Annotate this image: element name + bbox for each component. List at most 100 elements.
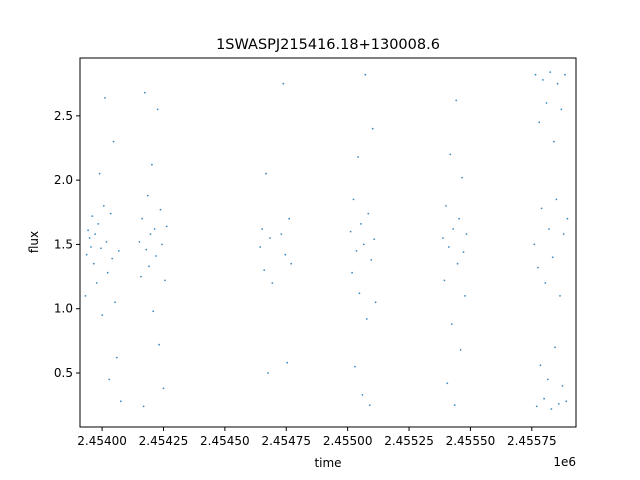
data-point [105,241,108,243]
data-point [538,121,541,124]
data-point [115,356,118,359]
data-point [362,243,365,246]
axes [79,57,577,428]
data-point [145,248,148,251]
data-point [564,73,566,76]
data-point [269,237,271,239]
data-point [548,228,550,230]
data-point [100,247,102,250]
data-point [162,387,165,390]
data-point [114,301,116,304]
data-point [141,217,144,220]
x-axis-label: time [314,456,341,470]
data-point [543,397,545,400]
data-point [551,256,554,259]
y-tick-label: 2.0 [54,173,73,187]
data-point [368,404,371,406]
x-tick-label: 2.45450 [200,434,250,448]
x-tick-label: 2.45400 [77,434,127,448]
y-tick-label: 1.0 [54,302,73,316]
data-point [261,228,264,230]
data-point [462,251,465,254]
data-point [101,314,104,316]
chart-title: 1SWASPJ215416.18+130008.6 [216,37,440,53]
data-point [112,140,115,143]
data-point [284,253,287,256]
plot-frame [79,57,577,428]
data-point [561,385,564,387]
data-point [374,301,377,304]
x-tick-label: 2.45550 [446,434,496,448]
data-point [355,250,358,252]
x-tick-label: 2.45500 [323,434,373,448]
data-point [164,279,166,282]
data-point [550,408,553,410]
data-point [156,108,159,111]
data-point [566,217,569,220]
data-point [161,243,163,246]
data-point [453,404,456,406]
data-point [102,205,105,207]
data-point [562,233,565,236]
data-point [108,378,111,381]
data-point [559,295,561,297]
data-point [91,215,94,218]
data-point [554,346,556,349]
data-point [352,198,355,201]
y-axis-ticks: 0.5 1.0 1.5 2.0 2.5 [54,109,80,380]
data-point [560,108,563,111]
data-point [290,262,293,265]
data-point [557,403,560,405]
data-point [90,246,92,248]
data-point [443,279,446,282]
data-point [446,382,449,385]
data-point [142,405,145,408]
data-point [458,217,460,220]
data-point [104,97,106,99]
data-point [450,323,453,325]
data-point [370,259,373,261]
data-point [119,400,122,403]
data-point [146,194,149,197]
data-point [535,405,538,408]
data-point [464,295,466,297]
scatter-points [84,71,569,410]
data-point [288,217,291,220]
y-tick-label: 0.5 [54,366,73,380]
data-point [109,212,112,215]
data-point [354,365,356,368]
data-point [549,71,552,73]
data-point [117,250,120,252]
data-point [452,228,455,230]
data-point [544,282,547,284]
x-tick-label: 2.45575 [507,434,557,448]
data-point [88,237,91,239]
data-point [158,343,161,346]
data-point [92,262,95,265]
data-point [556,82,559,85]
data-point [265,172,267,175]
data-point [533,243,536,246]
data-point [148,265,150,268]
data-point [456,262,459,265]
data-point [546,378,549,381]
data-point [111,257,114,260]
x-axis-ticks: 2.45400 2.45425 2.45450 2.45475 2.45500 2.455… [77,427,557,448]
data-point [445,205,447,207]
data-point [537,266,539,269]
data-point [263,269,266,271]
data-point [138,241,141,243]
data-point [364,73,367,76]
data-point [539,364,542,367]
data-point [97,223,100,225]
data-point [465,233,468,236]
data-point [367,212,370,215]
data-point [94,233,97,236]
x-tick-label: 2.45475 [261,434,311,448]
data-point [349,230,352,233]
data-point [271,282,274,284]
data-point [267,372,269,374]
data-point [358,292,361,295]
